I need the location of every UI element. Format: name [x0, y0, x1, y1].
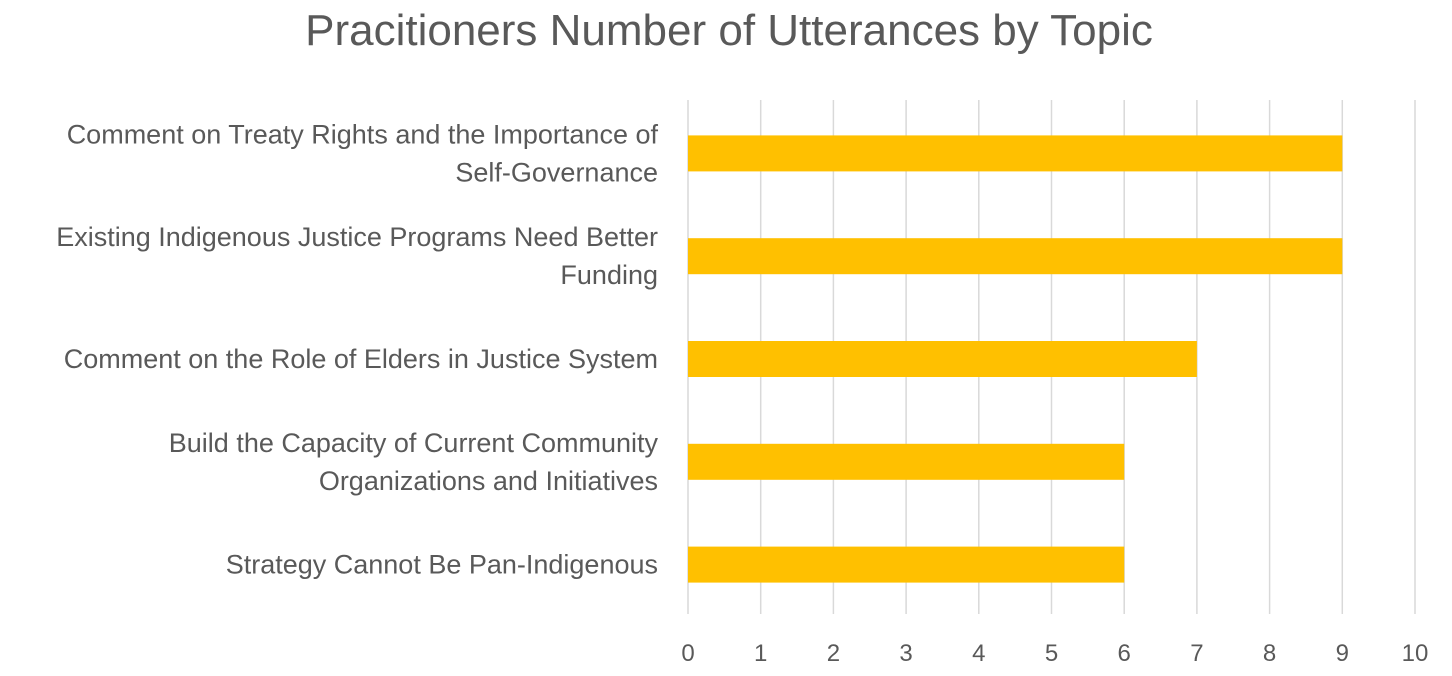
bar [688, 238, 1343, 275]
bar [688, 135, 1343, 172]
chart-title: Pracitioners Number of Utterances by Top… [305, 6, 1153, 55]
x-tick-label: 5 [1045, 640, 1058, 667]
bars [688, 135, 1343, 583]
category-label: Strategy Cannot Be Pan-Indigenous [226, 550, 658, 580]
x-tick-label: 6 [1118, 640, 1131, 667]
category-label: Existing Indigenous Justice Programs Nee… [56, 222, 658, 252]
category-label: Funding [560, 260, 658, 290]
category-label: Build the Capacity of Current Community [169, 428, 659, 458]
category-label: Organizations and Initiatives [319, 466, 658, 496]
bar [688, 341, 1197, 377]
x-tick-label: 8 [1263, 640, 1276, 667]
category-label: Comment on the Role of Elders in Justice… [64, 344, 658, 374]
x-tick-label: 1 [754, 640, 767, 667]
x-tick-label: 10 [1402, 640, 1429, 667]
category-label: Self-Governance [455, 157, 658, 187]
x-tick-label: 4 [972, 640, 985, 667]
x-tick-label: 2 [827, 640, 840, 667]
bar [688, 443, 1125, 480]
bar [688, 546, 1125, 583]
x-tick-label: 9 [1336, 640, 1349, 667]
x-tick-label: 7 [1190, 640, 1203, 667]
x-tick-label: 0 [681, 640, 694, 667]
category-labels: Comment on Treaty Rights and the Importa… [56, 119, 658, 579]
x-axis-tick-labels: 0 1 2 3 4 5 6 7 8 9 10 [681, 640, 1428, 667]
x-tick-label: 3 [899, 640, 912, 667]
category-label: Comment on Treaty Rights and the Importa… [67, 119, 659, 149]
